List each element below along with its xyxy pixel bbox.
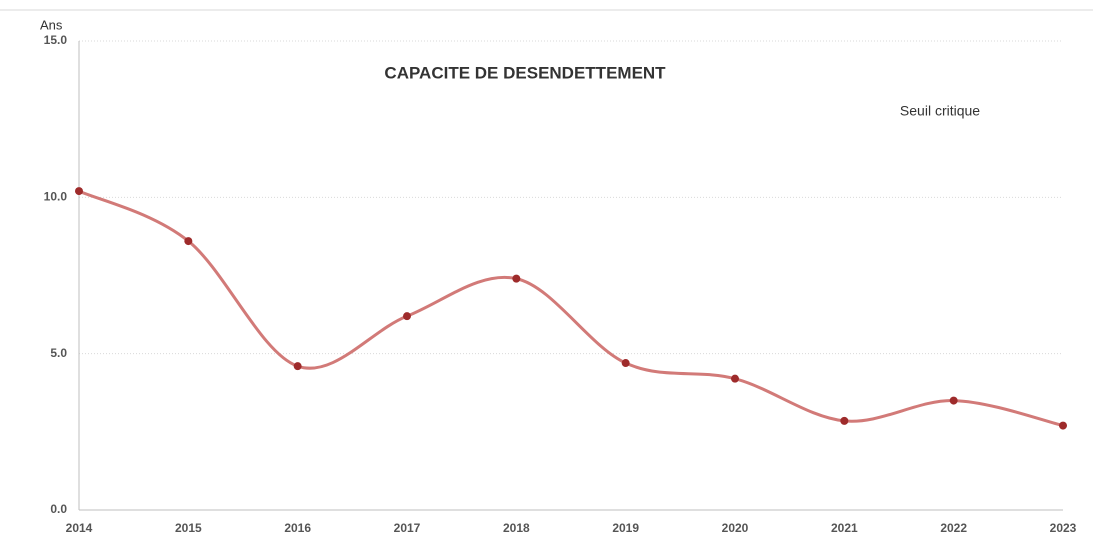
point <box>949 396 958 405</box>
x-tick-label: 2020 <box>722 521 749 535</box>
x-tick-label: 2018 <box>503 521 530 535</box>
x-tick-label: 2019 <box>612 521 639 535</box>
x-tick-label: 2017 <box>394 521 421 535</box>
point <box>731 374 739 383</box>
x-tick-label: 2014 <box>66 521 93 535</box>
y-tick-label: 15.0 <box>44 33 68 47</box>
y-axis-label: Ans <box>40 17 63 32</box>
y-tick-label: 0.0 <box>50 502 67 516</box>
y-tick-label: 10.0 <box>44 190 68 204</box>
point <box>75 187 83 196</box>
x-tick-label: 2015 <box>175 521 202 535</box>
x-tick-label: 2016 <box>284 521 311 535</box>
point <box>403 312 411 321</box>
point <box>293 362 302 371</box>
x-tick-label: 2021 <box>831 521 858 535</box>
point <box>1059 421 1067 430</box>
line <box>78 189 1064 428</box>
point <box>184 237 193 246</box>
point <box>512 274 521 283</box>
x-tick-label: 2022 <box>940 521 967 535</box>
x-tick-label: 2023 <box>1050 521 1077 535</box>
chart-title: CAPACITE DE DESENDETTEMENT <box>384 63 666 82</box>
point <box>840 416 849 425</box>
point <box>621 359 630 368</box>
y-tick-label: 5.0 <box>50 346 67 360</box>
annotation: Seuil critique <box>900 103 980 119</box>
